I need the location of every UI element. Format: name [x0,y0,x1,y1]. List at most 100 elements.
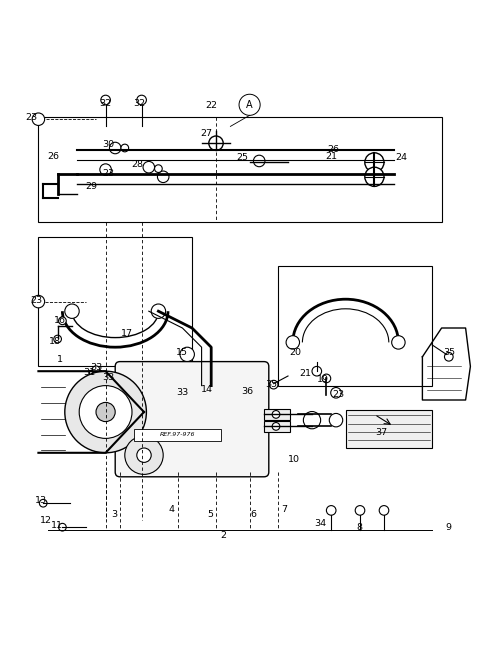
Text: 11: 11 [51,522,62,530]
Circle shape [137,448,151,462]
Circle shape [137,95,146,105]
Circle shape [100,164,111,175]
Text: 26: 26 [327,145,339,154]
Circle shape [143,161,155,173]
Circle shape [96,402,115,422]
Circle shape [39,499,47,507]
Text: 30: 30 [102,140,114,149]
Circle shape [322,374,331,382]
Text: 25: 25 [236,153,249,162]
Circle shape [272,411,280,419]
Text: 27: 27 [201,129,212,138]
Text: 10: 10 [288,455,300,464]
Text: 16: 16 [54,316,66,325]
Text: REF.97-976: REF.97-976 [160,432,195,438]
Text: 35: 35 [265,380,277,389]
Circle shape [102,372,109,380]
Circle shape [209,136,223,150]
Circle shape [125,436,163,474]
Bar [38,117,442,222]
Text: 31: 31 [83,367,95,377]
Text: 3: 3 [111,510,117,519]
Text: 23: 23 [25,113,37,122]
Text: 4: 4 [169,505,175,514]
Circle shape [312,367,322,376]
Text: 22: 22 [205,101,217,110]
Bar [278,266,432,386]
Circle shape [379,506,389,515]
Bar [264,420,290,432]
Text: 6: 6 [251,510,256,519]
Text: 32: 32 [133,99,145,108]
Text: 21: 21 [299,369,311,378]
Text: 28: 28 [131,160,143,169]
Circle shape [151,304,166,318]
Text: 33: 33 [102,373,114,382]
Circle shape [286,336,300,349]
Text: 36: 36 [241,387,253,396]
Circle shape [59,523,66,531]
Circle shape [101,95,110,105]
Circle shape [269,380,278,389]
Text: 19: 19 [317,375,328,384]
FancyBboxPatch shape [115,361,269,477]
Text: 2: 2 [220,531,226,540]
Text: 5: 5 [207,510,213,519]
Circle shape [32,113,45,125]
Bar [38,237,192,367]
Text: 8: 8 [356,523,362,532]
Circle shape [350,415,360,425]
Text: 15: 15 [177,348,188,358]
Circle shape [329,413,343,427]
Text: 23: 23 [30,296,42,304]
Text: 1: 1 [57,355,63,363]
Bar [346,409,432,448]
Text: 37: 37 [375,428,388,437]
Text: 29: 29 [85,182,97,191]
Circle shape [392,336,405,349]
Text: 13: 13 [35,497,48,505]
Text: 12: 12 [40,516,52,525]
Circle shape [444,352,453,361]
Text: 7: 7 [281,505,287,514]
Text: 33: 33 [176,388,189,397]
Text: 14: 14 [202,385,213,394]
Text: 23: 23 [332,390,345,399]
Bar [264,409,290,420]
Circle shape [303,411,321,429]
Text: 34: 34 [314,520,327,528]
Circle shape [65,371,146,453]
Text: 18: 18 [49,337,61,346]
Circle shape [239,94,260,115]
Text: 32: 32 [99,99,112,108]
Text: 23: 23 [102,169,114,178]
Text: 24: 24 [395,153,407,162]
Text: A: A [246,100,253,110]
Circle shape [65,304,79,318]
Circle shape [121,144,129,152]
Circle shape [157,171,169,182]
Circle shape [109,142,121,154]
Text: 9: 9 [446,523,452,532]
Bar [134,429,221,441]
Text: 17: 17 [121,329,133,338]
Circle shape [186,390,193,398]
Circle shape [155,165,162,173]
Circle shape [253,155,265,167]
Circle shape [365,167,384,186]
Text: 35: 35 [443,348,455,358]
Circle shape [59,317,66,325]
Bar [89,370,101,379]
Circle shape [246,391,253,398]
Text: 26: 26 [47,152,59,161]
Text: 21: 21 [325,152,337,161]
Circle shape [355,506,365,515]
Circle shape [180,347,194,361]
Circle shape [365,153,384,172]
Circle shape [54,335,61,343]
Circle shape [32,295,45,308]
Circle shape [79,386,132,438]
Circle shape [272,422,280,430]
Text: 20: 20 [289,348,301,358]
Circle shape [326,506,336,515]
